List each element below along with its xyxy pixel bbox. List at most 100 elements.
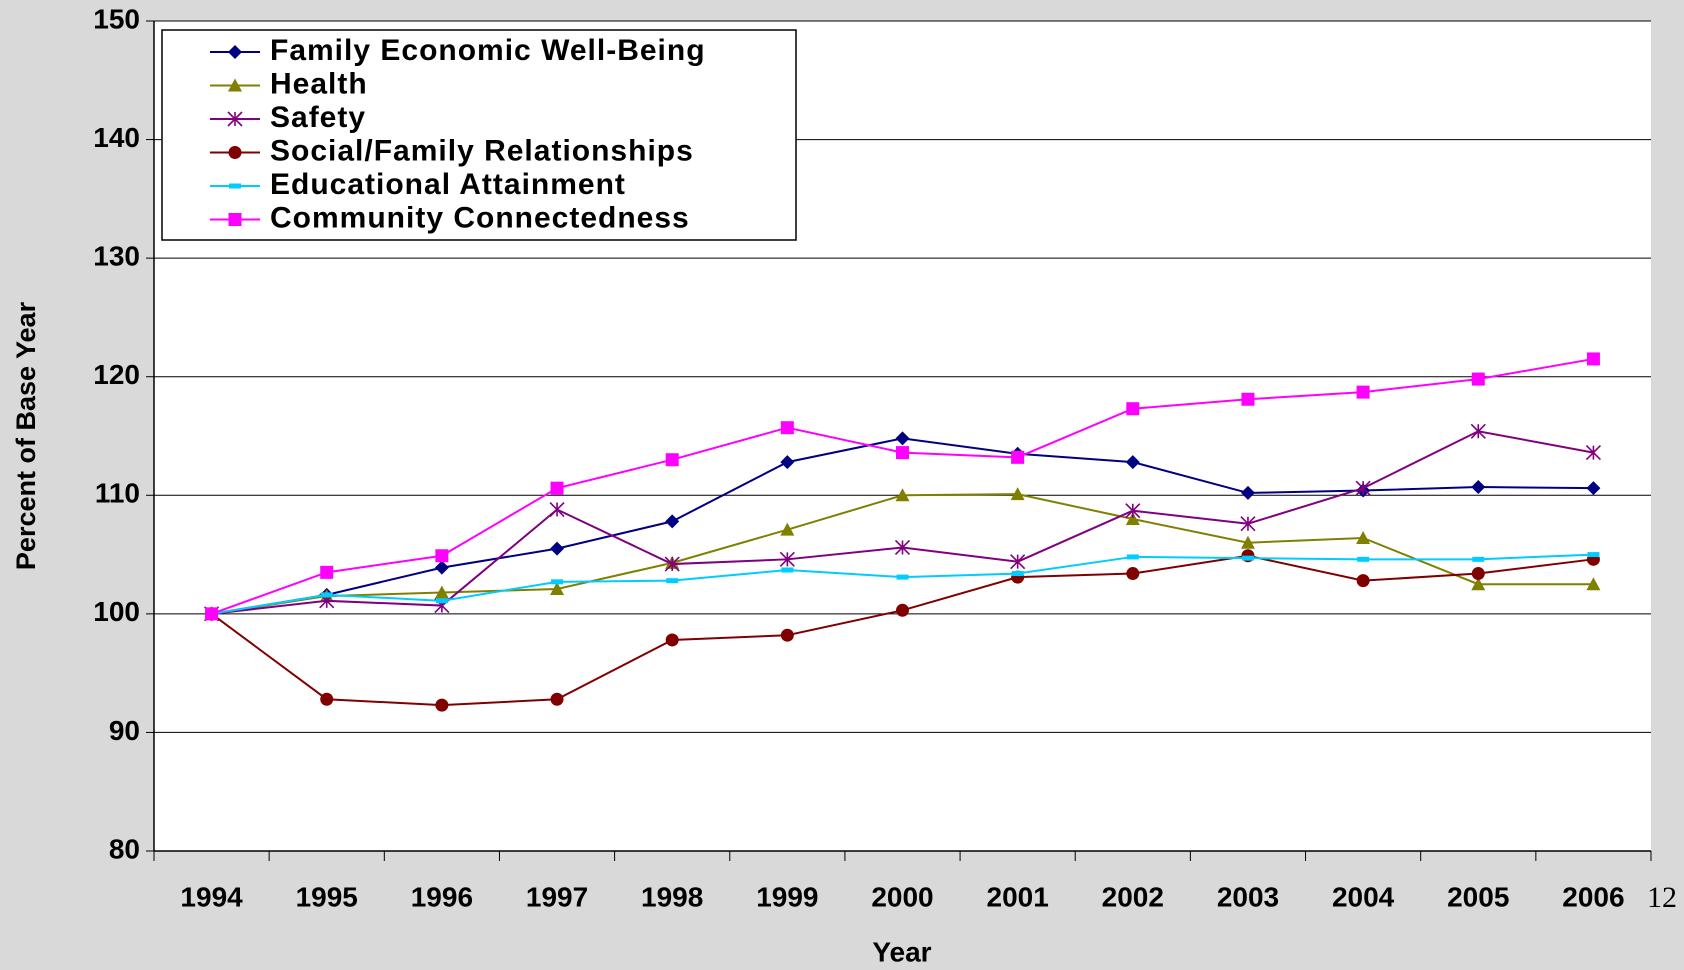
marker	[1241, 392, 1255, 406]
marker	[1586, 481, 1601, 496]
legend-label: Safety	[270, 101, 366, 134]
marker	[1126, 402, 1140, 416]
marker	[550, 541, 565, 556]
x-tick-label: 2002	[1102, 881, 1164, 912]
legend-box	[161, 29, 797, 241]
marker	[227, 111, 243, 127]
marker	[1471, 577, 1486, 591]
y-tick-label: 110	[95, 478, 140, 509]
y-axis-title: Percent of Base Year	[11, 301, 41, 570]
y-tick-label: 80	[109, 833, 140, 864]
marker	[780, 628, 794, 642]
marker	[205, 607, 219, 621]
marker	[1587, 552, 1600, 558]
x-tick-label: 2003	[1217, 881, 1279, 912]
marker	[1125, 455, 1140, 470]
y-tick-label: 120	[93, 359, 140, 390]
marker	[1586, 352, 1600, 366]
marker	[1240, 485, 1255, 500]
marker	[665, 633, 679, 647]
x-tick-label: 1996	[411, 881, 473, 912]
marker	[320, 592, 333, 598]
marker	[1355, 480, 1371, 496]
marker	[1126, 554, 1139, 560]
marker	[550, 692, 564, 706]
marker	[1010, 554, 1026, 570]
legend-label: Community Connectedness	[270, 201, 690, 234]
marker	[228, 146, 242, 159]
marker	[665, 453, 679, 467]
marker	[1240, 516, 1256, 532]
marker	[228, 45, 242, 59]
y-tick-label: 90	[109, 715, 140, 746]
marker	[551, 579, 564, 585]
legend-label: Educational Attainment	[270, 168, 626, 201]
marker	[664, 556, 680, 572]
marker	[1011, 450, 1025, 464]
y-tick-label: 150	[93, 3, 140, 34]
marker	[780, 522, 795, 536]
marker	[666, 578, 679, 584]
marker	[894, 539, 911, 556]
marker	[1585, 445, 1601, 461]
marker	[550, 581, 565, 595]
x-tick-label: 2004	[1332, 881, 1395, 912]
marker	[549, 501, 565, 518]
x-tick-label: 1998	[641, 881, 703, 912]
x-tick-label: 1999	[756, 881, 818, 912]
marker	[435, 698, 449, 712]
marker	[320, 692, 334, 706]
marker	[320, 565, 334, 579]
marker	[665, 514, 680, 529]
marker	[896, 446, 909, 460]
x-tick-label: 2006	[1562, 881, 1624, 912]
marker	[1125, 503, 1141, 519]
marker	[780, 455, 795, 470]
y-tick-label: 140	[93, 122, 140, 153]
marker	[896, 574, 909, 580]
x-tick-label: 1994	[180, 881, 243, 912]
marker	[434, 585, 449, 599]
marker	[1356, 530, 1371, 544]
marker	[780, 421, 794, 435]
marker	[895, 488, 910, 502]
x-tick-label: 2005	[1447, 881, 1509, 912]
marker	[1356, 574, 1370, 588]
y-tick-label: 100	[93, 596, 140, 627]
legend-label: Social/Family Relationships	[270, 134, 694, 167]
marker	[1010, 487, 1025, 501]
legend-label: Family Economic Well-Being	[270, 34, 706, 67]
marker	[895, 431, 910, 446]
marker	[550, 481, 564, 495]
marker	[228, 78, 242, 92]
legend-label: Health	[270, 67, 368, 100]
marker	[896, 603, 909, 617]
marker	[228, 213, 242, 226]
x-axis-title: Year	[872, 936, 931, 967]
marker	[1472, 556, 1485, 562]
marker	[1586, 577, 1601, 591]
marker	[1357, 556, 1370, 562]
y-tick-label: 130	[93, 241, 140, 272]
x-tick-label: 1997	[526, 881, 588, 912]
marker	[435, 598, 448, 604]
marker	[779, 551, 795, 567]
marker	[1241, 555, 1254, 561]
marker	[229, 183, 241, 189]
marker	[1471, 567, 1485, 581]
marker	[1471, 372, 1485, 386]
x-tick-label: 2001	[987, 881, 1049, 912]
marker	[435, 549, 449, 563]
x-tick-label: 1995	[296, 881, 358, 912]
marker	[1356, 385, 1370, 399]
marker	[1471, 479, 1486, 494]
marker	[1240, 535, 1255, 549]
marker	[781, 567, 794, 573]
marker	[1470, 423, 1486, 439]
marker	[1011, 571, 1024, 577]
x-tick-label: 2000	[871, 881, 933, 912]
marker	[1126, 567, 1140, 581]
legend: Family Economic Well-BeingHealthSafetySo…	[161, 29, 797, 241]
marker	[434, 560, 449, 575]
